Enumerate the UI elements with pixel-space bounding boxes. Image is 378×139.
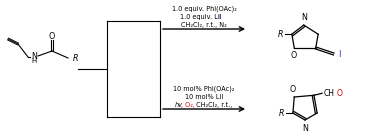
Text: 10 mol% LiI: 10 mol% LiI bbox=[185, 94, 223, 100]
Text: R: R bbox=[278, 109, 284, 117]
Text: N: N bbox=[302, 124, 308, 133]
Text: , O₂,: , O₂, bbox=[181, 102, 195, 108]
Text: R: R bbox=[73, 54, 79, 63]
Text: 10 mol% PhI(OAc)₂: 10 mol% PhI(OAc)₂ bbox=[173, 86, 235, 92]
Text: R: R bbox=[277, 30, 283, 39]
Text: O: O bbox=[289, 85, 295, 94]
Text: CH: CH bbox=[324, 89, 335, 98]
Text: I: I bbox=[218, 14, 220, 20]
Text: 1.0 equiv. LiI: 1.0 equiv. LiI bbox=[180, 14, 222, 20]
Text: O: O bbox=[290, 51, 296, 60]
Text: CH₂Cl₂, r.t.,: CH₂Cl₂, r.t., bbox=[194, 102, 232, 108]
Text: I: I bbox=[338, 50, 341, 59]
Text: N: N bbox=[301, 13, 307, 22]
Text: H: H bbox=[31, 58, 37, 64]
Text: O: O bbox=[49, 32, 55, 40]
Text: hv: hv bbox=[174, 102, 182, 108]
Text: CH₂Cl₂, r.t., N₂: CH₂Cl₂, r.t., N₂ bbox=[181, 22, 227, 28]
Text: 1.0 equiv. PhI(OAc)₂: 1.0 equiv. PhI(OAc)₂ bbox=[172, 6, 236, 12]
Text: N: N bbox=[31, 52, 37, 60]
Text: O: O bbox=[337, 89, 343, 98]
